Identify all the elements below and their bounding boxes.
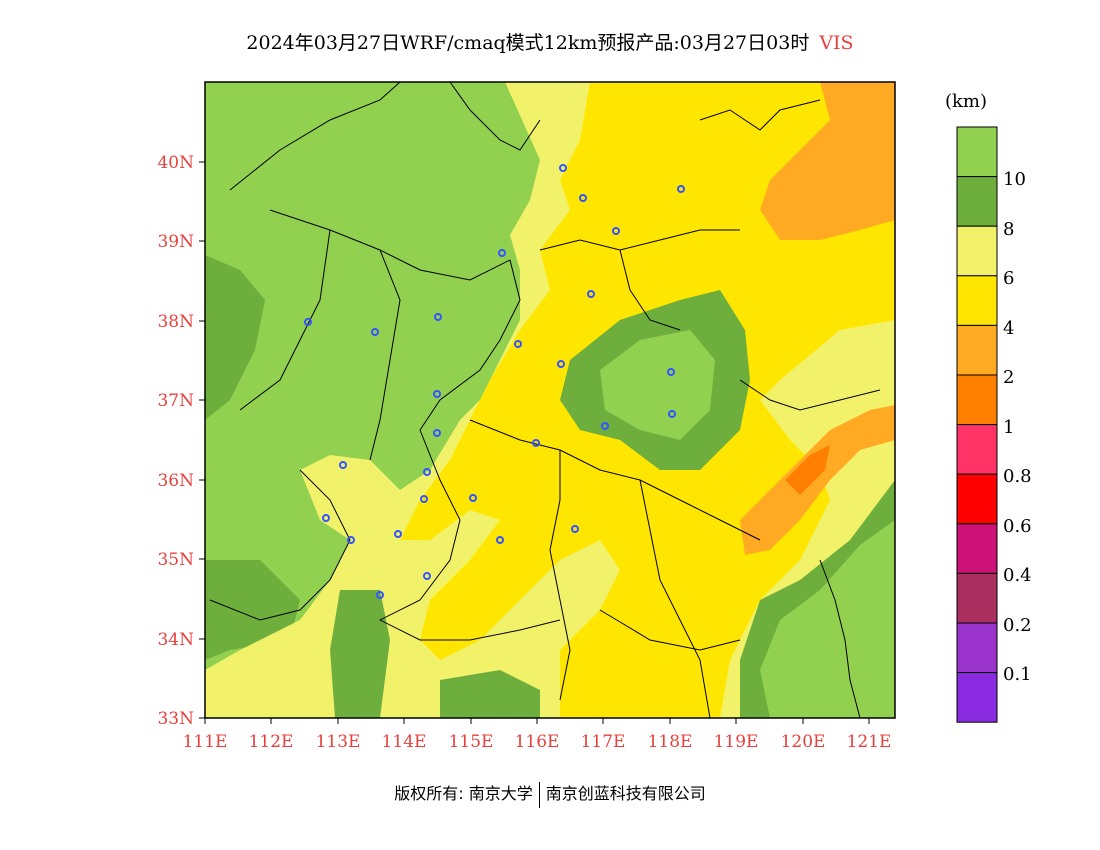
colorbar-swatch bbox=[956, 424, 998, 475]
region-vis-gt10-central bbox=[600, 330, 715, 440]
copyright-left: 版权所有: 南京大学 bbox=[394, 784, 533, 803]
colorbar-swatch bbox=[956, 473, 998, 525]
lat-label: 33N bbox=[157, 709, 194, 729]
colorbar-swatch bbox=[956, 572, 998, 624]
map-title: 2024年03月27日WRF/cmaq模式12km预报产品:03月27日03时 V… bbox=[0, 28, 1100, 55]
region-vis-2-4-northeast bbox=[760, 82, 895, 240]
colorbar-swatch bbox=[956, 622, 998, 674]
lon-labels: 111E 112E 113E 114E 115E 116E 117E 118E … bbox=[183, 732, 892, 752]
colorbar-label: 4 bbox=[1003, 318, 1014, 339]
region-vis-8-10-west bbox=[205, 255, 265, 420]
colorbar-label: 2 bbox=[1003, 367, 1014, 388]
colorbar-label: 0.1 bbox=[1003, 664, 1032, 685]
lon-label: 112E bbox=[249, 732, 294, 752]
boundaries bbox=[209, 82, 881, 718]
colorbar-label: 1 bbox=[1003, 417, 1014, 438]
colorbar-swatch bbox=[956, 126, 998, 178]
region-vis-gt10-southeast bbox=[760, 520, 895, 718]
lon-label: 118E bbox=[648, 732, 693, 752]
lat-label: 38N bbox=[157, 312, 194, 332]
lat-label: 36N bbox=[157, 471, 194, 491]
lon-label: 120E bbox=[781, 732, 826, 752]
colorbar-swatch bbox=[956, 275, 998, 326]
colorbar-swatch bbox=[956, 324, 998, 376]
lon-label: 114E bbox=[382, 732, 427, 752]
colorbar-label: 0.8 bbox=[1003, 466, 1032, 487]
region-vis-2-4-coast bbox=[740, 405, 895, 555]
lon-label: 111E bbox=[183, 732, 228, 752]
title-main: 2024年03月27日WRF/cmaq模式12km预报产品:03月27日03时 bbox=[246, 32, 810, 54]
colorbar-unit: (km) bbox=[945, 91, 987, 112]
colorbar-swatch bbox=[956, 374, 998, 426]
region-vis-8-10-south bbox=[330, 590, 390, 718]
footer-divider bbox=[538, 781, 540, 808]
lat-labels: 40N 39N 38N 37N 36N 35N 34N 33N bbox=[157, 153, 194, 729]
station-markers bbox=[304, 164, 685, 599]
colorbar-labels: 10 8 6 4 2 1 0.8 0.6 0.4 0.2 0.1 bbox=[1003, 169, 1032, 685]
colorbar-label: 0.2 bbox=[1003, 615, 1032, 636]
lat-label: 37N bbox=[157, 391, 194, 411]
axis-ticks bbox=[199, 161, 870, 724]
colorbar-swatch bbox=[956, 225, 998, 277]
colorbar-label: 0.6 bbox=[1003, 516, 1032, 537]
lat-label: 35N bbox=[157, 550, 194, 570]
lat-label: 34N bbox=[157, 630, 194, 650]
lon-label: 117E bbox=[581, 732, 626, 752]
colorbar-swatch bbox=[956, 176, 998, 227]
colorbar-swatch bbox=[956, 523, 998, 574]
colorbar-label: 0.4 bbox=[1003, 565, 1032, 586]
region-vis-8-10-south2 bbox=[440, 670, 540, 718]
lon-label: 119E bbox=[714, 732, 759, 752]
lat-label: 40N bbox=[157, 153, 194, 173]
lon-label: 115E bbox=[449, 732, 494, 752]
colorbar-label: 6 bbox=[1003, 268, 1014, 289]
lat-label: 39N bbox=[157, 232, 194, 252]
lon-label: 121E bbox=[847, 732, 892, 752]
visibility-field bbox=[205, 82, 895, 718]
title-variable: VIS bbox=[819, 32, 854, 54]
colorbar bbox=[956, 126, 998, 723]
colorbar-swatch bbox=[956, 672, 998, 723]
region-vis-1-2-coast bbox=[785, 445, 830, 495]
copyright-footer: 版权所有: 南京大学 南京创蓝科技有限公司 bbox=[0, 780, 1100, 808]
copyright-right: 南京创蓝科技有限公司 bbox=[545, 784, 706, 803]
lon-label: 116E bbox=[515, 732, 560, 752]
lon-label: 113E bbox=[316, 732, 361, 752]
colorbar-label: 8 bbox=[1003, 219, 1014, 240]
colorbar-label: 10 bbox=[1003, 169, 1026, 190]
